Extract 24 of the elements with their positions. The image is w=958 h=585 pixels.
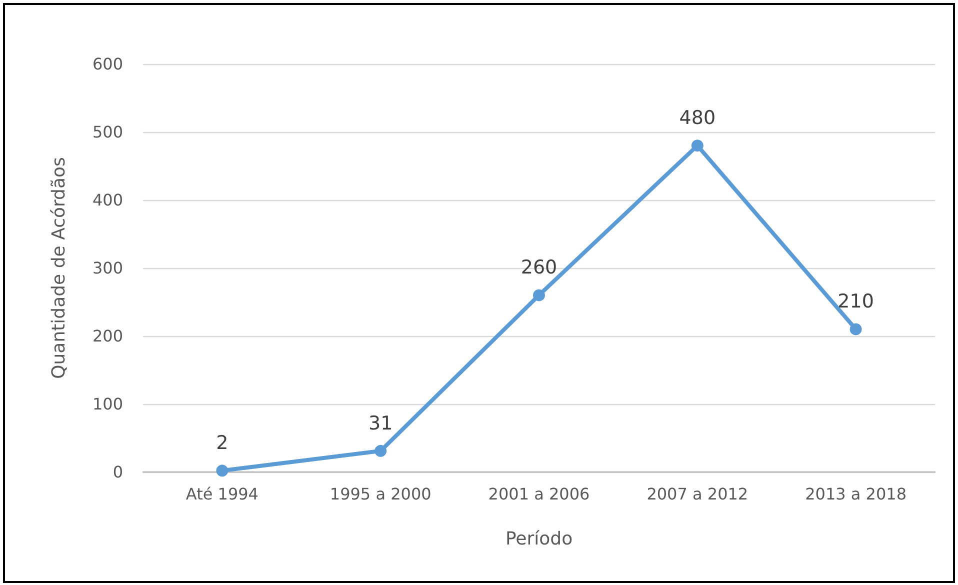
x-tick-label: 2007 a 2012 xyxy=(646,484,748,504)
y-tick-label: 200 xyxy=(92,326,123,346)
y-axis-title: Quantidade de Acórdãos xyxy=(48,157,70,379)
point xyxy=(216,464,228,477)
point xyxy=(691,140,704,152)
x-tick-label: 2001 a 2006 xyxy=(488,484,590,504)
point xyxy=(533,289,545,302)
data-label: 260 xyxy=(520,256,558,279)
x-tick-label: 2013 a 2018 xyxy=(805,484,907,504)
y-tick-label: 600 xyxy=(92,54,123,74)
data-label: 210 xyxy=(838,290,874,313)
x-axis-title: Período xyxy=(505,528,573,550)
x-tick-label: 1995 a 2000 xyxy=(330,484,432,504)
x-tick-label: Até 1994 xyxy=(186,484,258,504)
point xyxy=(850,323,862,336)
data-label: 31 xyxy=(368,412,393,434)
y-tick-label: 300 xyxy=(92,258,123,278)
y-tick-label: 100 xyxy=(92,394,123,414)
y-tick-label: 400 xyxy=(92,190,123,210)
point xyxy=(374,444,387,457)
y-tick-label: 0 xyxy=(112,462,123,482)
data-label: 2 xyxy=(216,432,228,454)
y-tick-label: 500 xyxy=(92,122,123,142)
data-label: 480 xyxy=(679,107,716,130)
